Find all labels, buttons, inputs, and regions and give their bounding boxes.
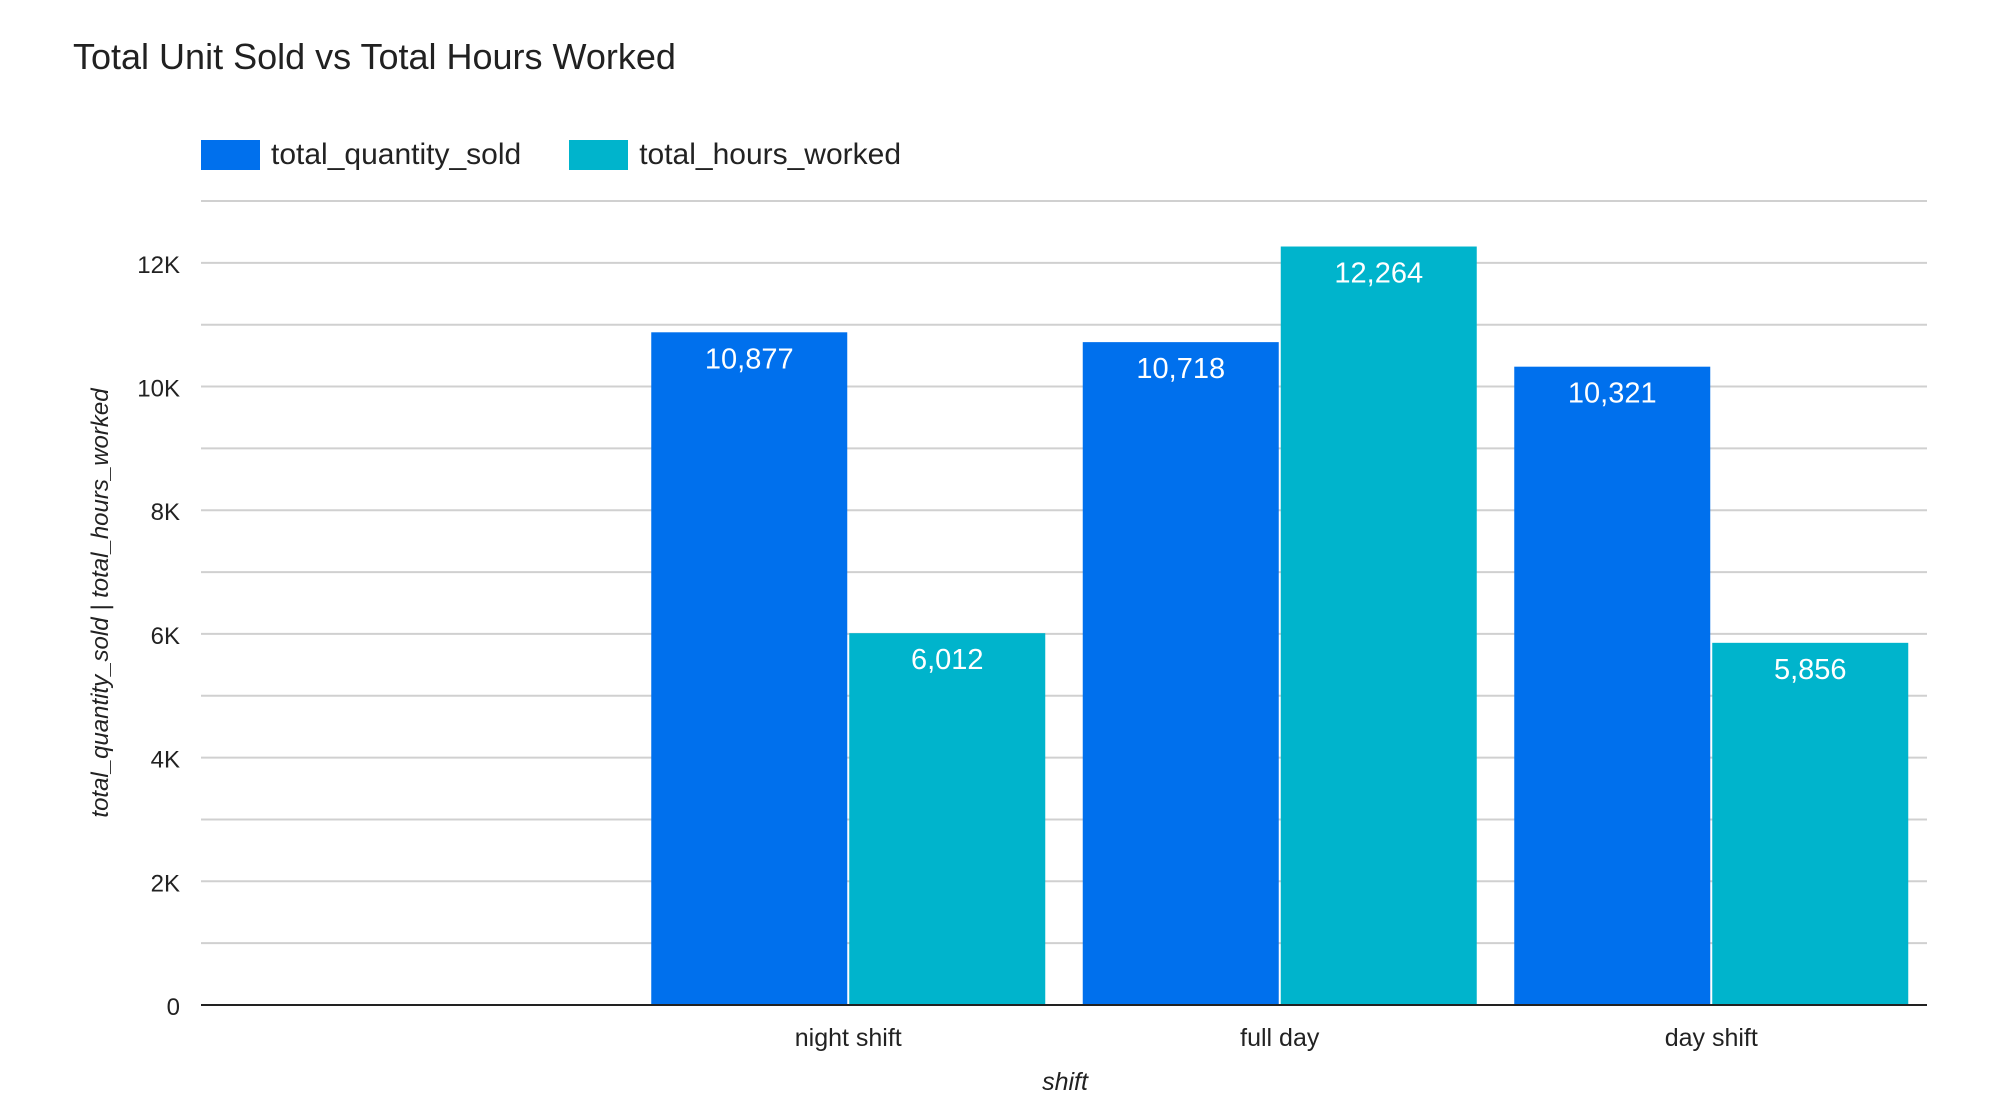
y-tick-label: 12K [137, 252, 180, 279]
bar-data-label: 10,718 [1136, 353, 1225, 385]
bar-total-quantity-sold [1082, 342, 1279, 1005]
legend-swatch-quantity [201, 140, 260, 170]
bar-data-label: 10,877 [705, 343, 794, 375]
bar-total-hours-worked [849, 633, 1046, 1005]
x-tick-label: night shift [795, 1024, 902, 1052]
legend-swatch-hours [569, 140, 629, 170]
bar-total-hours-worked [1280, 246, 1477, 1005]
y-tick-label: 8K [151, 499, 180, 526]
x-axis-title: shift [1042, 1068, 1089, 1093]
bar-total-quantity-sold [1514, 366, 1711, 1005]
legend-item-quantity[interactable]: total_quantity_sold [201, 138, 521, 172]
bar-data-label: 5,856 [1774, 654, 1847, 686]
y-axis-title: total_quantity_sold | total_hours_worked [87, 388, 114, 818]
bar-data-label: 10,321 [1568, 378, 1657, 410]
x-tick-label: full day [1240, 1024, 1320, 1052]
y-tick-label: 4K [151, 747, 180, 774]
y-tick-label: 2K [151, 870, 180, 897]
bar-total-hours-worked [1712, 642, 1909, 1005]
legend-label-hours: total_hours_worked [639, 138, 902, 171]
x-tick-label: day shift [1665, 1024, 1758, 1052]
bar-data-label: 6,012 [911, 644, 984, 676]
chart-title: Total Unit Sold vs Total Hours Worked [73, 36, 676, 77]
legend-item-hours[interactable]: total_hours_worked [569, 138, 901, 172]
legend: total_quantity_sold total_hours_worked [201, 138, 949, 172]
bar-total-quantity-sold [651, 332, 848, 1005]
bar-data-label: 12,264 [1334, 258, 1423, 290]
y-tick-label: 10K [137, 376, 180, 403]
y-tick-label: 6K [151, 623, 180, 650]
legend-label-quantity: total_quantity_sold [271, 138, 522, 171]
y-tick-label: 0 [167, 994, 180, 1021]
